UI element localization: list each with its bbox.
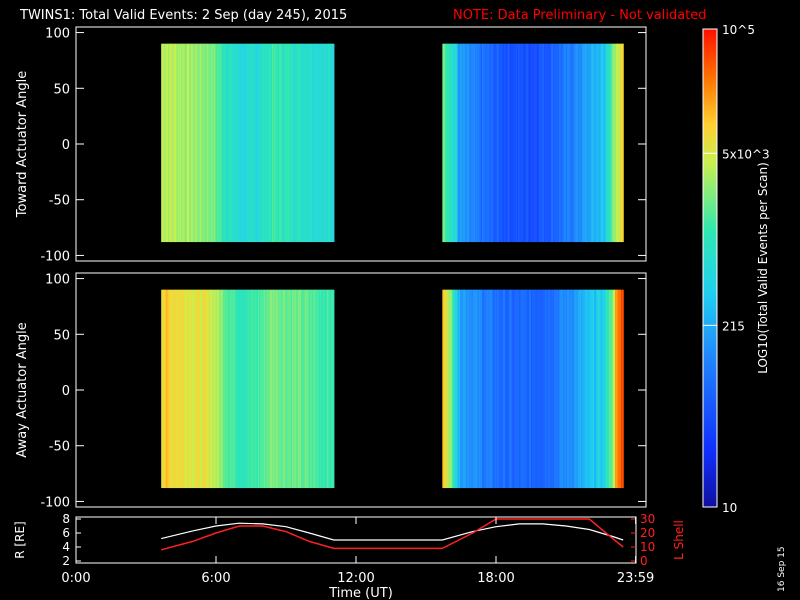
r-tick-label: 4 [62,540,70,554]
r-line [161,523,623,540]
orbit-panel: 8642 3020100 [62,512,655,568]
y-tick-label: 100 [45,273,70,288]
heatmap-column [622,44,624,242]
colorbar-tick-label: 10^5 [722,23,755,37]
l-tick-label: 30 [640,512,655,526]
y-tick-label: -50 [49,440,70,455]
colorbar [703,29,717,507]
y-tick-label: 100 [45,27,70,42]
toward-axis-label: Toward Actuator Angle [15,71,30,218]
colorbar-label: LOG10(Total Valid Events per Scan) [756,162,770,374]
away-axis-label: Away Actuator Angle [15,322,30,457]
time-x-ticks: 0:00 6:00 12:00 18:00 23:59 [61,517,654,586]
l-tick-label: 0 [640,554,648,568]
lshell-axis-label: L Shell [672,520,686,560]
l-tick-label: 20 [640,526,655,540]
x-tick-label: 23:59 [617,571,654,586]
x-tick-label: 6:00 [201,571,230,586]
toward-panel [161,44,624,242]
r-tick-label: 2 [62,554,70,568]
heatmap-column [622,290,624,488]
colorbar-tick-label: 10 [722,501,737,515]
r-axis-label: R [RE] [13,521,27,558]
y-tick-label: 50 [53,82,70,97]
away-panel [161,290,624,488]
heatmap-column [333,290,335,488]
time-axis-label: Time (UT) [328,586,393,600]
x-tick-label: 0:00 [61,571,90,586]
colorbar-tick-label: 5x10^3 [722,147,770,161]
x-tick-label: 18:00 [477,571,514,586]
date-stamp: 16 Sep 15 [777,546,787,592]
y-tick-label: 0 [62,384,70,399]
y-tick-label: -100 [40,249,70,264]
y-tick-label: 0 [62,138,70,153]
x-tick-label: 12:00 [337,571,374,586]
lshell-line [161,519,623,550]
r-tick-label: 8 [62,512,70,526]
y-tick-label: -50 [49,194,70,209]
y-tick-label: 50 [53,328,70,343]
y-tick-label: -100 [40,495,70,510]
heatmap-column [333,44,335,242]
r-tick-label: 6 [62,526,70,540]
colorbar-tick-label: 215 [722,319,745,333]
l-tick-label: 10 [640,540,655,554]
preliminary-note: NOTE: Data Preliminary - Not validated [453,8,707,23]
plot-title: TWINS1: Total Valid Events: 2 Sep (day 2… [19,8,347,23]
